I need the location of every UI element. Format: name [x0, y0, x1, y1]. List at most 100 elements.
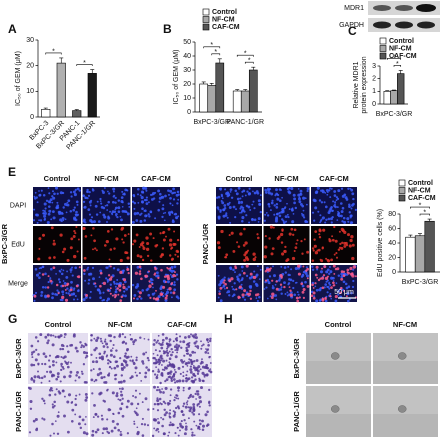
- cell-dot: [169, 388, 173, 391]
- cell-dot: [136, 402, 140, 406]
- cell-dot: [118, 334, 122, 338]
- cell-dot: [121, 190, 124, 193]
- cell-dot: [317, 278, 321, 282]
- cell-dot: [168, 338, 172, 341]
- cell-dot: [232, 288, 235, 291]
- cell-dot: [69, 246, 73, 250]
- cell-dot: [189, 365, 193, 368]
- cell-dot: [218, 290, 221, 293]
- y-tick-label: 30: [183, 67, 191, 74]
- cell-dot: [185, 374, 188, 377]
- cell-dot: [314, 251, 319, 255]
- cell-dot: [173, 243, 177, 246]
- cell-dot: [311, 259, 315, 262]
- cell-dot: [182, 405, 185, 408]
- cell-dot: [281, 252, 285, 256]
- cell-dot: [170, 353, 173, 357]
- cell-dot: [349, 238, 353, 243]
- cell-dot: [306, 284, 310, 288]
- cell-dot: [155, 271, 159, 275]
- cell-dot: [284, 271, 287, 274]
- cell-dot: [115, 282, 119, 286]
- cell-dot: [123, 234, 127, 237]
- blot-band: [395, 21, 413, 29]
- micrograph: [27, 386, 89, 437]
- cell-dot: [43, 202, 47, 206]
- cell-dot: [109, 283, 112, 286]
- cell-dot: [185, 343, 189, 346]
- cell-dot: [279, 274, 283, 278]
- cell-dot: [146, 254, 150, 258]
- label: PANC-1/GR: [14, 391, 23, 432]
- cell-dot: [74, 397, 77, 401]
- cell-dot: [176, 238, 180, 242]
- cell-dot: [70, 271, 72, 273]
- cell-dot: [238, 285, 242, 289]
- cell-dot: [42, 352, 46, 356]
- y-tick-label: 0: [30, 114, 34, 121]
- cell-dot: [320, 201, 324, 204]
- image-background: [82, 226, 131, 263]
- cell-dot: [235, 288, 238, 291]
- cell-dot: [122, 366, 126, 369]
- cell-dot: [48, 201, 52, 204]
- cell-dot: [90, 216, 94, 219]
- cell-dot: [333, 225, 336, 229]
- cell-dot: [107, 200, 110, 204]
- cell-dot: [161, 338, 165, 342]
- cell-dot: [146, 356, 150, 360]
- cell-dot: [316, 276, 319, 279]
- cell-dot: [119, 433, 123, 437]
- cell-dot: [330, 297, 333, 300]
- legend-label: CAF-CM: [389, 53, 417, 60]
- image-shade: [306, 361, 371, 384]
- blot-label: MDR1: [344, 5, 364, 12]
- cell-dot: [73, 254, 77, 259]
- error-bar: [427, 218, 432, 222]
- cell-dot: [105, 342, 109, 346]
- cell-dot: [59, 191, 63, 195]
- cell-dot: [271, 279, 274, 282]
- cell-dot: [232, 205, 236, 209]
- cell-dot: [136, 283, 139, 286]
- cell-dot: [91, 266, 95, 270]
- cell-dot: [68, 294, 71, 297]
- cell-dot: [175, 333, 178, 336]
- blot-band: [395, 5, 413, 11]
- cell-dot: [136, 297, 139, 301]
- cell-dot: [177, 366, 181, 370]
- cell-dot: [132, 394, 135, 398]
- cell-dot: [352, 265, 356, 269]
- cell-dot: [36, 221, 39, 224]
- cell-dot: [163, 413, 167, 417]
- significance-label: *: [419, 202, 422, 209]
- cell-dot: [84, 343, 88, 347]
- cell-dot: [166, 354, 169, 357]
- cell-dot: [74, 295, 77, 297]
- cell-dot: [36, 340, 40, 343]
- cell-dot: [52, 334, 55, 337]
- cell-dot: [173, 230, 176, 233]
- cell-dot: [186, 370, 189, 373]
- cell-dot: [97, 220, 101, 223]
- cell-dot: [345, 295, 348, 298]
- cell-dot: [288, 208, 291, 211]
- cell-dot: [176, 190, 180, 194]
- cell-dot: [206, 410, 209, 414]
- cell-dot: [131, 283, 135, 287]
- cell-dot: [107, 388, 109, 391]
- cell-dot: [333, 204, 336, 208]
- cell-dot: [124, 336, 127, 339]
- cell-dot: [152, 356, 155, 360]
- cell-dot: [221, 197, 224, 200]
- cell-dot: [168, 363, 172, 366]
- error-bar: [209, 83, 214, 86]
- cell-dot: [274, 219, 278, 223]
- cell-dot: [58, 280, 62, 284]
- cell-dot: [76, 349, 79, 353]
- cell-dot: [226, 216, 229, 219]
- cell-dot: [65, 275, 69, 279]
- cell-dot: [281, 196, 283, 199]
- cell-dot: [351, 285, 355, 289]
